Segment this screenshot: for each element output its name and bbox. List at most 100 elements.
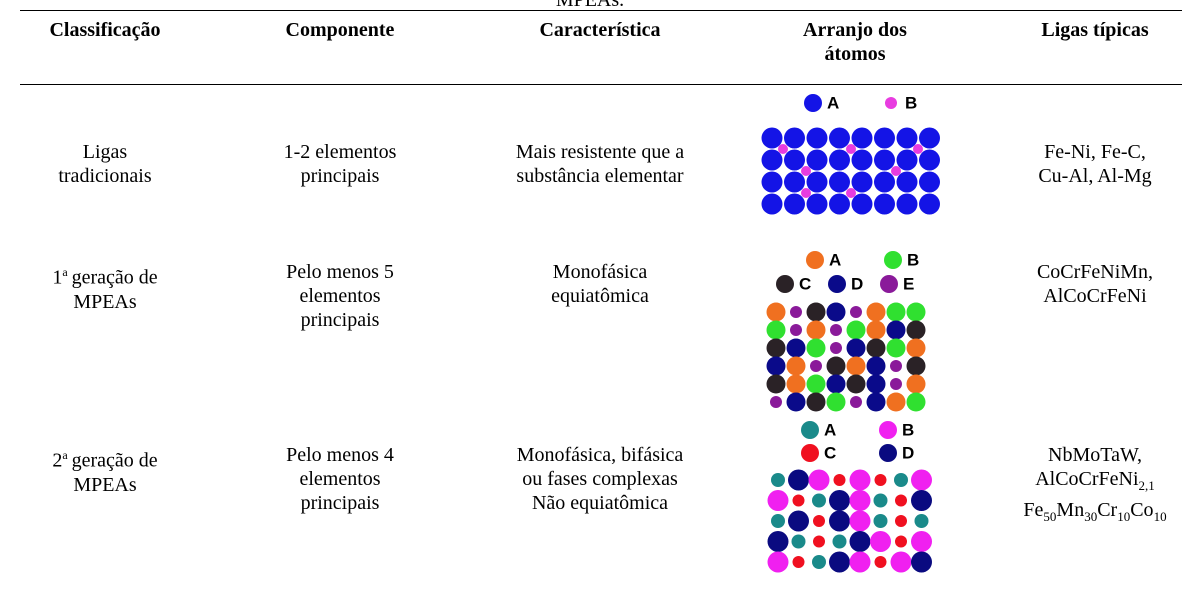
header-cell: Arranjo dos átomos (803, 19, 907, 65)
atom (792, 556, 805, 568)
text-line: Mais resistente que a (515, 141, 685, 163)
atom (866, 338, 886, 358)
atom (829, 510, 850, 532)
atom (914, 514, 929, 528)
atom (886, 302, 906, 322)
text-part: Co (1130, 499, 1154, 521)
legend-label: E (903, 274, 914, 293)
atom (826, 356, 846, 376)
atom (833, 474, 846, 486)
atom (806, 392, 826, 412)
text-line: 1-2 elementos (283, 141, 397, 163)
legend-label: C (799, 274, 811, 293)
atom (792, 494, 805, 507)
atom (829, 551, 850, 573)
atom (786, 338, 806, 358)
atom (813, 535, 825, 548)
atom (829, 490, 850, 511)
text-part: 2 (52, 449, 63, 472)
atom (806, 149, 828, 171)
atom (826, 302, 846, 322)
atom (886, 392, 906, 412)
text-part: geração de (71, 449, 158, 472)
atom (911, 551, 932, 573)
atom (829, 193, 850, 215)
atom (788, 510, 809, 532)
legend-dot (828, 275, 846, 293)
header-cell: Característica (539, 19, 661, 41)
atom (766, 320, 786, 340)
subscript: 10 (1153, 509, 1167, 524)
text-line: MPEAs (73, 473, 137, 496)
legend-label: A (827, 93, 839, 112)
atom (911, 469, 932, 491)
atom (784, 149, 805, 171)
subscript: 50 (1043, 509, 1057, 524)
text-line: AlCoCrFeNi2,1 (980, 467, 1182, 498)
atom (761, 171, 783, 193)
component-cell: 1-2 elementos principais (225, 140, 455, 188)
text-line: NbMoTaW, (1048, 444, 1142, 466)
atom (784, 171, 805, 193)
atom (849, 531, 871, 552)
atom (846, 144, 856, 154)
text-line: Pelo menos 4 (286, 444, 394, 466)
atom (919, 171, 940, 193)
atom (896, 149, 918, 171)
text-line: principais (300, 309, 380, 331)
legend-label: D (851, 274, 863, 293)
atom (870, 531, 891, 552)
atom (896, 171, 918, 193)
atom (806, 193, 828, 215)
atom (786, 374, 806, 394)
atom (806, 374, 826, 394)
classification-cell: Ligas tradicionais (0, 140, 220, 188)
text-line: CoCrFeNiMn, (1036, 261, 1154, 283)
header-cell: Componente (285, 19, 395, 41)
atom (906, 320, 926, 340)
text-part: Mn (1056, 499, 1085, 521)
atom (896, 193, 918, 215)
atom (846, 356, 866, 376)
atom (826, 374, 846, 394)
alloys-cell: NbMoTaW, AlCoCrFeNi2,1 Fe50Mn30Cr10Co10 (980, 443, 1182, 529)
atom (810, 360, 822, 372)
atom (806, 320, 826, 340)
atom (761, 193, 783, 215)
atom (913, 144, 923, 154)
header-rule (20, 84, 1182, 85)
text-line: MPEAs (73, 290, 137, 313)
atom (806, 338, 826, 358)
atom (766, 356, 786, 376)
atom (874, 171, 895, 193)
atom (866, 302, 886, 322)
legend-dot (884, 251, 902, 269)
atom (895, 515, 907, 527)
alloys-cell: CoCrFeNiMn, AlCoCrFeNi (980, 260, 1182, 308)
text-line: Monofásica (552, 261, 648, 283)
atom (784, 127, 805, 149)
text-line: ou fases complexas (522, 468, 678, 490)
legend-dot (801, 444, 819, 462)
atom (851, 171, 873, 193)
legend-label: D (902, 443, 914, 462)
text-line: substância elementar (516, 165, 684, 187)
subscript: 30 (1084, 509, 1098, 524)
subscript: 2,1 (1138, 478, 1155, 493)
text-line: 1a geração de (0, 260, 220, 290)
atom (778, 144, 788, 154)
text-part: Fe (1023, 499, 1044, 521)
atom (767, 551, 789, 573)
header-cell: Ligas típicas (1041, 19, 1149, 41)
atom (873, 493, 888, 508)
atom (849, 551, 871, 573)
atom (766, 374, 786, 394)
text-line: AlCoCrFeNi (1043, 285, 1147, 307)
text-line: Não equiatômica (531, 492, 669, 514)
legend-dot (885, 97, 897, 109)
atom (874, 193, 895, 215)
atom (851, 127, 873, 149)
text-line: Monofásica, bifásica (516, 444, 684, 466)
atom (786, 392, 806, 412)
